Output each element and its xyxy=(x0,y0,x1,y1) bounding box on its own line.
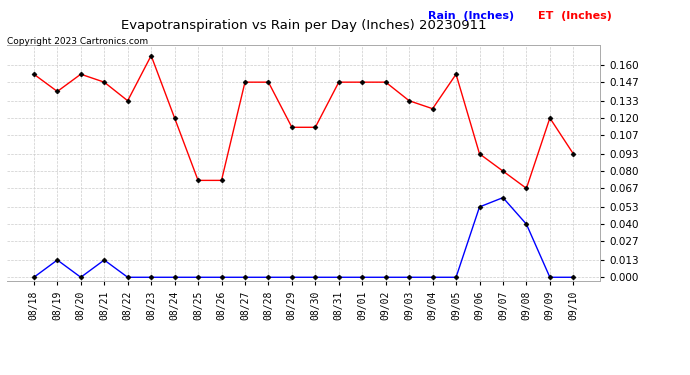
Text: Copyright 2023 Cartronics.com: Copyright 2023 Cartronics.com xyxy=(7,38,148,46)
Text: Evapotranspiration vs Rain per Day (Inches) 20230911: Evapotranspiration vs Rain per Day (Inch… xyxy=(121,19,486,32)
Text: ET  (Inches): ET (Inches) xyxy=(538,11,612,21)
Text: Rain  (Inches): Rain (Inches) xyxy=(428,11,514,21)
